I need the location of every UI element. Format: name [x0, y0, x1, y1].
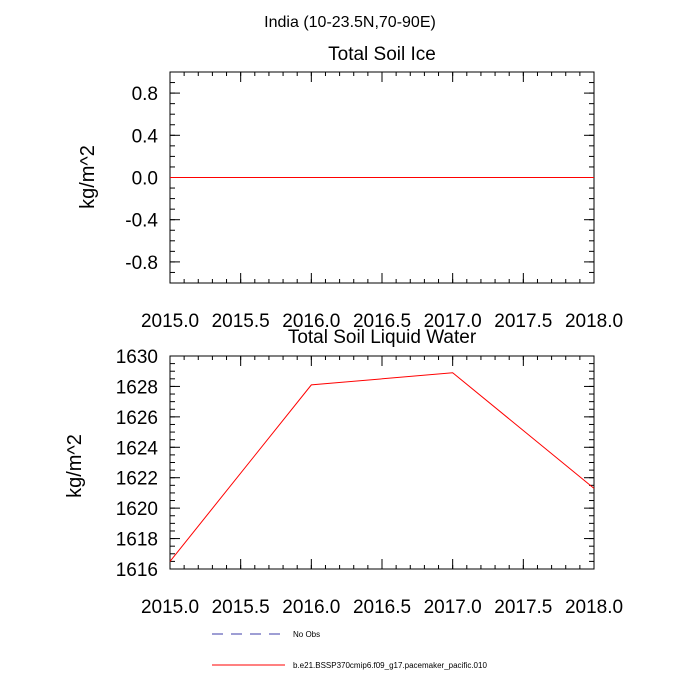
x-tick-label: 2017.0	[424, 597, 482, 618]
panel-total-soil-liquid-water: Total Soil Liquid Water kg/m^2 161616181…	[64, 327, 623, 618]
panel-total-soil-ice: Total Soil Ice kg/m^2 -0.8-0.40.00.40.8 …	[77, 44, 623, 332]
x-tick-label: 2015.0	[141, 311, 199, 332]
y-tick-label: 1620	[116, 499, 158, 520]
x-tick-label: 2017.0	[424, 311, 482, 332]
y-tick-labels: -0.8 -0.4 0.0 0.4 0.8	[125, 84, 158, 274]
x-tick-label: 2017.5	[494, 311, 552, 332]
x-tick-label: 2018.0	[565, 597, 623, 618]
panel-title: Total Soil Ice	[328, 44, 436, 65]
x-tick-label: 2017.5	[494, 597, 552, 618]
y-tick-label: 1628	[116, 377, 158, 398]
y-tick-label: 0.8	[132, 84, 158, 105]
figure-suptitle: India (10-23.5N,70-90E)	[264, 14, 436, 31]
tick-marks	[169, 71, 595, 284]
y-tick-label: 0.0	[132, 169, 158, 190]
legend-label-no-obs: No Obs	[293, 630, 320, 639]
series-line-model	[169, 372, 595, 562]
y-tick-label: -0.4	[125, 211, 158, 232]
x-tick-label: 2015.0	[141, 597, 199, 618]
x-tick-label: 2016.5	[353, 311, 411, 332]
legend: No Obs b.e21.BSSP370cmip6.f09_g17.pacema…	[212, 630, 487, 670]
x-tick-labels: 2015.0 2015.5 2016.0 2016.5 2017.0 2017.5 2018…	[141, 597, 623, 618]
x-tick-label: 2015.5	[212, 311, 270, 332]
y-axis-label: kg/m^2	[64, 434, 86, 498]
plot-frame	[169, 355, 595, 570]
y-tick-label: 0.4	[132, 126, 159, 147]
y-tick-labels: 1616 1618 1620 1622 1624 1626 1628 1630	[116, 347, 159, 581]
y-tick-label: 1630	[116, 347, 158, 368]
y-tick-label: 1618	[116, 530, 158, 551]
x-tick-label: 2015.5	[212, 597, 270, 618]
y-axis-label: kg/m^2	[77, 145, 99, 209]
x-tick-label: 2016.5	[353, 597, 411, 618]
y-tick-label: 1616	[116, 560, 158, 581]
series-lines	[169, 372, 595, 562]
tick-marks	[169, 355, 595, 570]
y-tick-label: 1622	[116, 469, 158, 490]
legend-label-model: b.e21.BSSP370cmip6.f09_g17.pacemaker_pac…	[293, 661, 487, 670]
x-tick-label: 2016.0	[282, 311, 340, 332]
y-tick-label: -0.8	[125, 253, 158, 274]
y-tick-label: 1626	[116, 408, 158, 429]
y-tick-label: 1624	[116, 438, 159, 459]
panel-title: Total Soil Liquid Water	[288, 327, 477, 348]
x-tick-label: 2018.0	[565, 311, 623, 332]
x-tick-label: 2016.0	[282, 597, 340, 618]
x-tick-labels: 2015.0 2015.5 2016.0 2016.5 2017.0 2017.5 2018…	[141, 311, 623, 332]
